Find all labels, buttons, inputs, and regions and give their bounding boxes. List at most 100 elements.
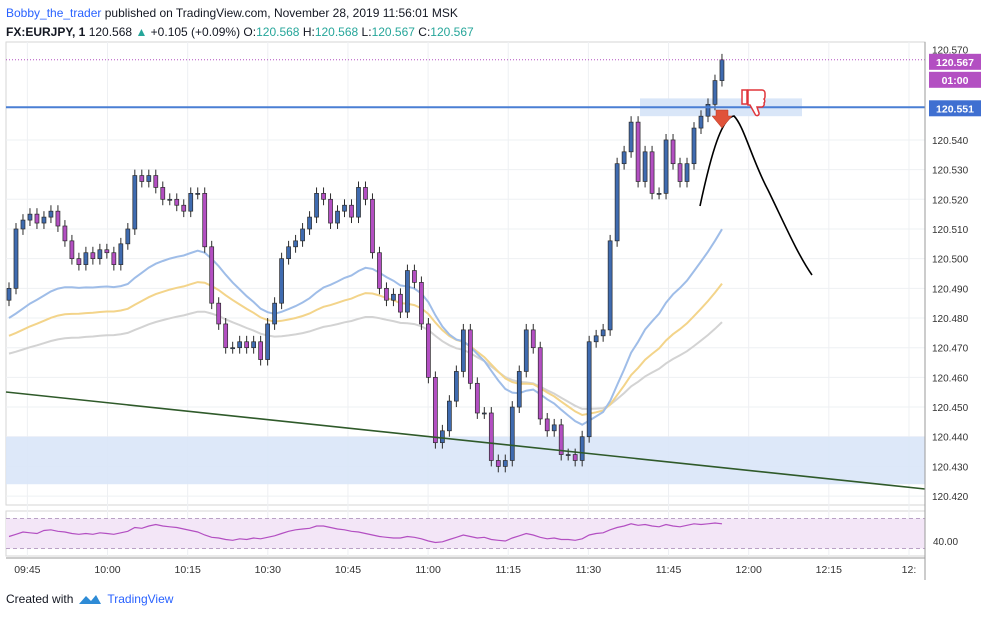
candle-body bbox=[335, 210, 340, 224]
candle-body bbox=[132, 175, 138, 230]
candle-body bbox=[97, 249, 103, 260]
ohlc-value-2: 120.567 bbox=[371, 25, 415, 39]
candle-body bbox=[307, 216, 312, 230]
y-tick-label: 120.510 bbox=[932, 225, 969, 236]
ohlc-label-1: H: bbox=[299, 25, 315, 39]
ema-yellow-line bbox=[8, 281, 723, 417]
support-zone bbox=[6, 436, 925, 485]
ohlc-value-0: 120.568 bbox=[256, 25, 300, 39]
candle-body bbox=[586, 341, 592, 438]
tradingview-cloud-icon bbox=[79, 595, 102, 604]
candle-body bbox=[600, 329, 606, 337]
candle-body bbox=[460, 329, 466, 372]
candle-body bbox=[705, 103, 711, 117]
y-tick-label: 120.420 bbox=[932, 492, 969, 503]
y-tick-label: 120.540 bbox=[932, 136, 969, 147]
candle-body bbox=[495, 460, 501, 467]
candle-body bbox=[481, 412, 487, 415]
candle-body bbox=[174, 198, 180, 206]
y-tick-label: 120.520 bbox=[932, 195, 969, 206]
countdown-label: 01:00 bbox=[942, 75, 969, 87]
projection-path bbox=[699, 115, 813, 276]
x-tick-label: 12:15 bbox=[816, 564, 842, 576]
candle-body bbox=[516, 371, 522, 408]
last-price: 120.568 bbox=[88, 25, 133, 39]
y-tick-label: 120.430 bbox=[932, 462, 969, 473]
y-tick-label: 120.570 bbox=[932, 45, 969, 56]
candle-body bbox=[62, 225, 68, 242]
candle-body bbox=[300, 228, 305, 242]
ohlc-line: FX:EURJPY, 1 120.568 ▲ +0.105 (+0.09%) O… bbox=[6, 23, 474, 42]
candle-body bbox=[572, 454, 578, 461]
candle-body bbox=[195, 193, 201, 195]
candle-body bbox=[27, 213, 33, 221]
ohlc-value-1: 120.568 bbox=[314, 25, 359, 39]
x-tick-label: 10:15 bbox=[175, 564, 201, 576]
candle-body bbox=[607, 240, 613, 331]
change-value: +0.105 (+0.09%) bbox=[150, 25, 241, 39]
candle-body bbox=[160, 187, 166, 200]
candle-body bbox=[377, 252, 382, 289]
x-tick-label: 11:15 bbox=[495, 564, 521, 576]
candle-body bbox=[216, 302, 222, 325]
x-tick-label: 12: bbox=[902, 564, 917, 576]
candle-body bbox=[663, 139, 669, 194]
candle-body bbox=[677, 163, 683, 182]
y-tick-label: 120.490 bbox=[932, 284, 969, 295]
candle-body bbox=[656, 193, 662, 195]
ohlc-label-3: C: bbox=[414, 25, 431, 39]
x-tick-label: 12:00 bbox=[736, 564, 762, 576]
candle-body bbox=[265, 323, 270, 360]
x-tick-label: 11:30 bbox=[576, 564, 602, 576]
candle-body bbox=[111, 252, 117, 265]
y-tick-label: 120.440 bbox=[932, 433, 969, 444]
rsi-band bbox=[6, 518, 925, 549]
candle-body bbox=[314, 193, 319, 218]
candle-body bbox=[530, 329, 536, 349]
last-price-label: 120.567 bbox=[936, 57, 974, 69]
candle-body bbox=[684, 163, 690, 182]
candle-body bbox=[642, 151, 648, 182]
x-tick-label: 10:00 bbox=[94, 564, 120, 576]
published-text: published on TradingView.com, November 2… bbox=[104, 6, 458, 20]
candle-body bbox=[139, 175, 145, 182]
candle-body bbox=[356, 187, 361, 218]
candle-body bbox=[244, 341, 250, 349]
thumbs-down-icon bbox=[741, 89, 766, 117]
candle-body bbox=[69, 240, 75, 260]
candle-body bbox=[363, 187, 368, 200]
candle-body bbox=[433, 377, 438, 444]
candle-body bbox=[41, 216, 47, 224]
candle-body bbox=[153, 175, 159, 188]
candle-body bbox=[502, 460, 508, 467]
candle-body bbox=[146, 175, 152, 182]
candle-body bbox=[342, 204, 347, 212]
candle-body bbox=[565, 454, 571, 456]
candle-body bbox=[223, 323, 229, 349]
candle-body bbox=[719, 59, 725, 81]
footer: Created with TradingView bbox=[6, 592, 173, 606]
author-link[interactable]: Bobby_the_trader bbox=[6, 6, 102, 20]
candle-body bbox=[251, 341, 256, 349]
trendline bbox=[5, 391, 926, 490]
candle-body bbox=[230, 347, 236, 350]
candle-body bbox=[391, 293, 396, 301]
candle-body bbox=[467, 329, 473, 384]
rsi-line bbox=[8, 522, 723, 544]
up-arrow-icon: ▲ bbox=[135, 25, 148, 39]
candle-body bbox=[614, 163, 620, 242]
y-tick-label: 120.450 bbox=[932, 403, 969, 414]
candle-body bbox=[48, 210, 54, 218]
candle-body bbox=[209, 246, 215, 304]
candle-body bbox=[670, 139, 676, 165]
candle-body bbox=[523, 329, 529, 372]
candle-body bbox=[370, 198, 375, 254]
candle-body bbox=[90, 252, 96, 260]
tradingview-brand[interactable]: TradingView bbox=[107, 592, 174, 606]
candle-body bbox=[488, 412, 494, 461]
candle-body bbox=[474, 382, 480, 414]
x-tick-label: 11:00 bbox=[415, 564, 441, 576]
candle-body bbox=[621, 151, 627, 165]
candle-body bbox=[202, 193, 208, 248]
